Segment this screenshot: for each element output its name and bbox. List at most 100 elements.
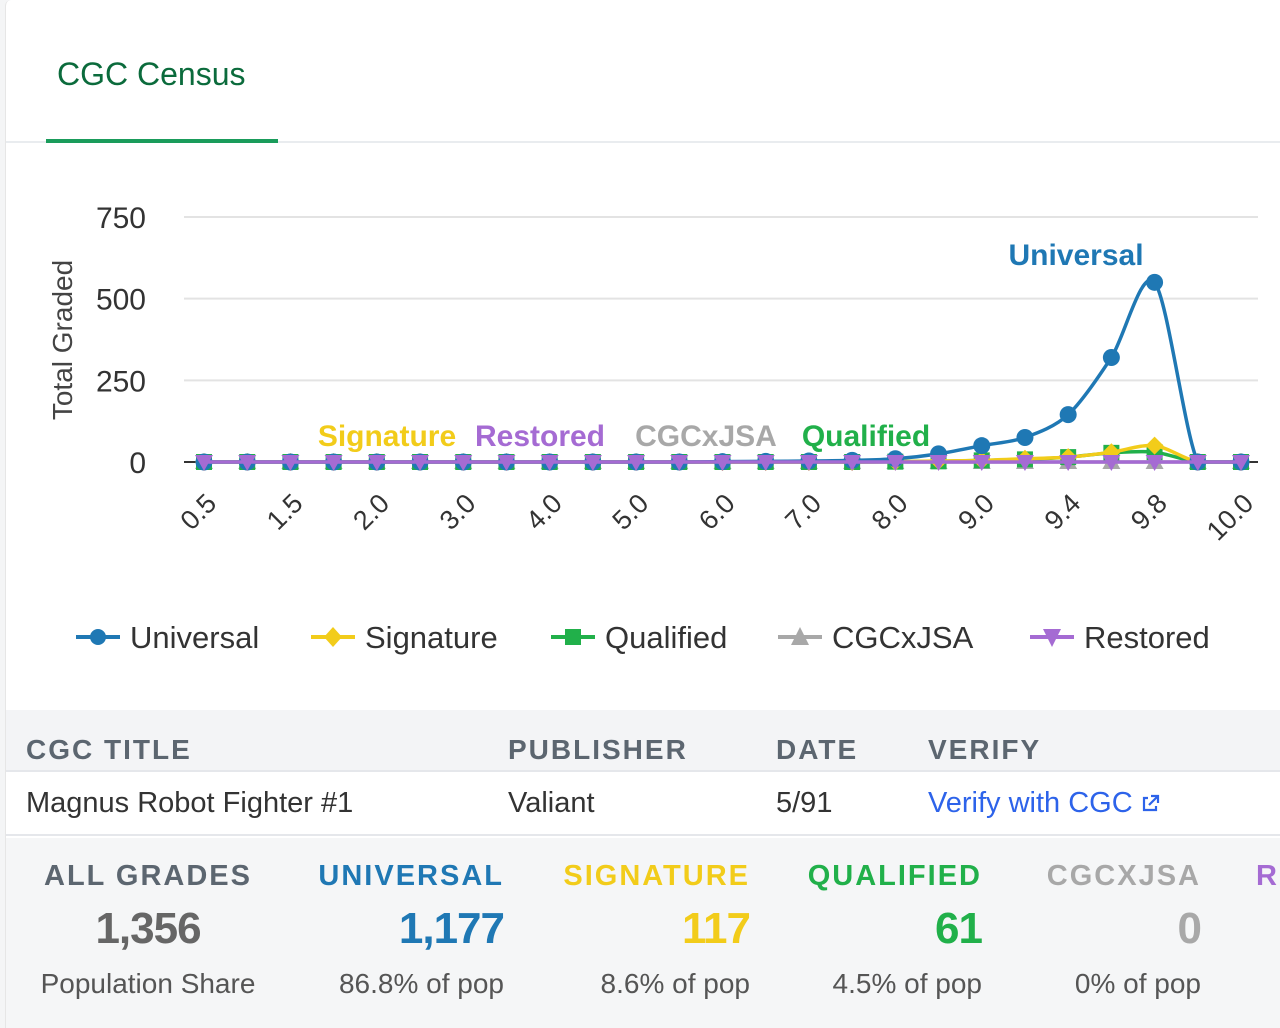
external-link-icon — [1142, 795, 1159, 812]
y-tick-label: 500 — [96, 284, 146, 317]
data-point — [1059, 455, 1078, 471]
stat-label: UNIVERSAL — [318, 860, 504, 892]
triangle-down-marker-icon — [1030, 629, 1074, 647]
comic-title: Magnus Robot Fighter #1 — [26, 787, 354, 819]
series-label-cgcxjsa: CGCxJSA — [635, 420, 777, 453]
x-tick-label: 3.0 — [434, 488, 482, 536]
stat-sub: 4.5% of pop — [832, 968, 982, 999]
tab-bar: CGC Census — [6, 0, 1280, 143]
stat-value: 61 — [935, 904, 983, 953]
y-tick-label: 0 — [129, 447, 146, 480]
data-point — [1188, 455, 1207, 471]
x-tick-label: 2.0 — [347, 488, 395, 536]
x-tick-label: 7.0 — [779, 488, 827, 536]
x-tick-label: 9.0 — [952, 488, 1000, 536]
stat-value: 117 — [682, 904, 751, 953]
y-tick-label: 250 — [96, 365, 146, 398]
stat-universal: UNIVERSAL 1,177 86.8% of pop — [306, 838, 505, 1028]
triangle-marker-icon — [778, 627, 822, 645]
x-tick-label: 6.0 — [693, 488, 741, 536]
data-point — [540, 455, 559, 471]
legend-cgcxjsa[interactable]: CGCxJSA — [778, 610, 998, 666]
data-point — [1059, 406, 1077, 424]
series-label-signature: Signature — [318, 420, 456, 453]
series-label-qualified: Qualified — [802, 420, 930, 453]
legend-label: Restored — [1084, 620, 1210, 655]
header-cgc-title: CGC TITLE — [26, 734, 192, 765]
chart-legend: Universal Signature Qualified CGCxJSA — [6, 610, 1280, 666]
circle-marker-icon — [76, 629, 120, 645]
stat-sub: Population Share — [40, 968, 256, 999]
tab-cgc-census[interactable]: CGC Census — [46, 0, 278, 143]
stat-sub: 86.8% of pop — [338, 968, 504, 999]
date: 5/91 — [776, 787, 833, 819]
legend-universal[interactable]: Universal — [76, 610, 276, 666]
header-verify: VERIFY — [928, 734, 1042, 765]
data-point — [497, 455, 516, 471]
legend-qualified[interactable]: Qualified — [551, 610, 751, 666]
tab-label: CGC Census — [57, 56, 246, 92]
population-stats: ALL GRADES 1,356 Population Share UNIVER… — [6, 838, 1280, 1028]
stat-value: 1,356 — [95, 904, 201, 953]
x-tick-label: 4.0 — [520, 488, 568, 536]
stat-label: ALL GRADES — [44, 860, 252, 892]
x-tick-label: 10.0 — [1201, 488, 1259, 546]
data-point — [583, 455, 602, 471]
data-point — [843, 455, 862, 471]
header-publisher: PUBLISHER — [508, 734, 688, 765]
stat-all-grades: ALL GRADES 1,356 Population Share — [28, 838, 268, 1028]
data-point — [281, 455, 300, 471]
legend-label: Signature — [365, 620, 498, 655]
square-marker-icon — [551, 629, 595, 645]
x-tick-label: 1.5 — [261, 488, 309, 536]
stat-sub: 8.6% of pop — [600, 968, 750, 999]
publisher: Valiant — [508, 787, 595, 819]
census-chart: 0 250 500 750 Total Graded 0.5 1.5 2.0 3.0 4.0 5.0… — [47, 202, 1259, 546]
stat-sub: 0% of pop — [1074, 968, 1201, 999]
data-point — [1102, 348, 1120, 366]
data-point — [756, 455, 775, 471]
x-tick-label: 9.4 — [1039, 488, 1087, 536]
stat-value: 1,177 — [398, 904, 505, 953]
legend-signature[interactable]: Signature — [311, 610, 521, 666]
data-point — [1015, 455, 1034, 471]
data-point — [1102, 455, 1121, 471]
census-card: CGC Census 0 250 500 750 Total Graded 0.5 1.5 2… — [5, 0, 1280, 1028]
legend-label: Universal — [130, 620, 260, 655]
stat-value: 0 — [1177, 904, 1203, 953]
x-tick-label: 0.5 — [174, 488, 222, 536]
stat-cgcxjsa: CGCXJSA 0 0% of pop — [1026, 838, 1203, 1028]
data-point — [972, 455, 991, 471]
data-point — [195, 455, 213, 471]
data-point — [713, 455, 732, 471]
data-point — [1016, 429, 1034, 446]
verify-link[interactable]: Verify with CGC — [928, 787, 1161, 820]
y-axis-label: Total Graded — [47, 260, 78, 420]
diamond-marker-icon — [311, 627, 355, 647]
data-point — [238, 455, 257, 471]
x-tick-label: 8.0 — [866, 488, 914, 536]
legend-restored[interactable]: Restored — [1030, 610, 1240, 666]
data-point — [324, 455, 343, 471]
legend-label: Qualified — [605, 620, 728, 655]
data-point — [799, 455, 818, 471]
data-point — [1232, 455, 1250, 471]
stat-label: CGCXJSA — [1046, 860, 1201, 892]
data-point — [929, 455, 948, 471]
data-point — [411, 455, 430, 471]
header-date: DATE — [776, 734, 859, 765]
stat-label: SIGNATURE — [563, 860, 750, 892]
data-point — [627, 455, 646, 471]
series-label-restored: Restored — [475, 420, 605, 453]
table-header: CGC TITLE PUBLISHER DATE VERIFY — [6, 710, 1280, 772]
data-point — [367, 455, 386, 471]
data-point — [454, 455, 473, 471]
stat-label: R — [1256, 860, 1279, 892]
data-point — [1146, 273, 1164, 291]
stat-qualified: QUALIFIED 61 4.5% of pop — [786, 838, 983, 1028]
stat-label: QUALIFIED — [807, 860, 982, 892]
series-label-universal: Universal — [1008, 239, 1143, 272]
stat-restored: R — [1256, 838, 1280, 1028]
x-tick-label: 5.0 — [607, 488, 655, 536]
data-point — [1145, 455, 1164, 471]
